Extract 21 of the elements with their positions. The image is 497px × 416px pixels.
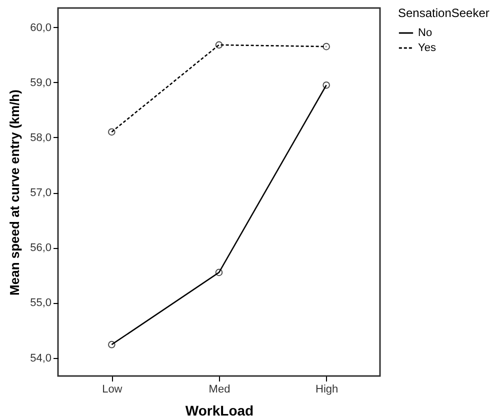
point — [322, 42, 330, 50]
x-axis-title: WorkLoad — [185, 402, 254, 416]
point — [108, 128, 116, 136]
x-tick-label: High — [316, 384, 338, 396]
x-tick-label: Med — [208, 384, 230, 396]
y-tick-label: 59,0 — [30, 76, 52, 89]
y-tick-label: 60,0 — [30, 22, 52, 34]
y-tick-label: 56,0 — [30, 242, 52, 254]
y-axis-title: Mean speed at curve entry (km/h) — [7, 90, 22, 296]
legend-title: SensationSeeker — [398, 6, 490, 20]
y-tick-label: 57,0 — [30, 187, 52, 200]
point — [322, 81, 330, 89]
x-tick-label: Low — [102, 384, 122, 396]
legend-label: No — [418, 27, 432, 39]
y-tick-label: 54,0 — [30, 352, 52, 364]
legend-label: Yes — [418, 42, 436, 54]
y-tick-label: 55,0 — [30, 297, 52, 310]
point — [108, 340, 116, 348]
y-tick-label: 58,0 — [30, 132, 52, 144]
point — [215, 41, 223, 49]
point — [215, 268, 223, 276]
